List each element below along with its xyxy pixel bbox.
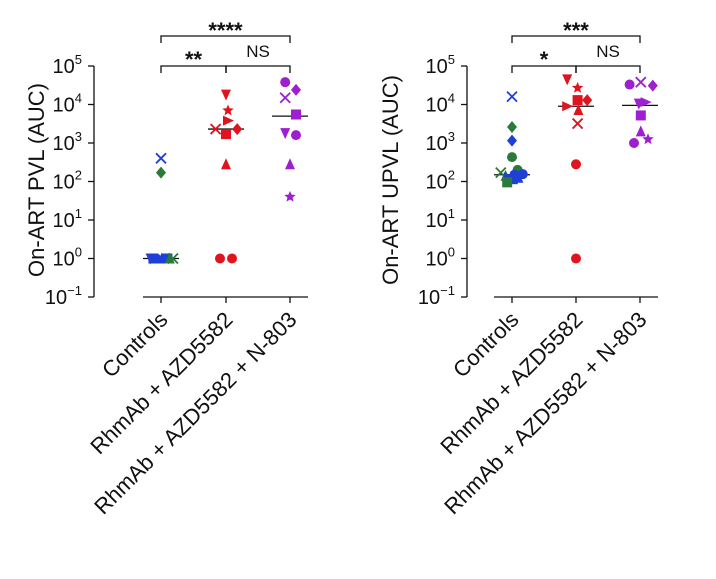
significance-bracket — [575, 65, 641, 73]
data-point — [291, 130, 301, 141]
significance-bracket — [160, 35, 291, 43]
y-tick-label: 103 — [426, 129, 455, 155]
data-point — [635, 125, 646, 137]
data-point — [507, 174, 518, 185]
data-point — [215, 253, 225, 264]
y-tick-label: 102 — [426, 168, 455, 194]
data-point — [164, 252, 175, 264]
data-point — [284, 190, 296, 202]
significance-label: *** — [563, 18, 589, 43]
significance-label: **** — [208, 18, 243, 43]
data-point — [280, 128, 291, 140]
y-axis-label: On-ART UPVL (AUC) — [378, 75, 403, 285]
data-point — [582, 94, 593, 107]
data-point — [635, 110, 646, 121]
data-point — [280, 77, 291, 88]
data-point — [156, 166, 166, 179]
data-point — [279, 92, 291, 104]
y-tick-label: 101 — [53, 206, 82, 232]
data-point — [562, 101, 574, 112]
data-point — [624, 79, 635, 90]
significance-label: NS — [246, 42, 270, 61]
data-point — [571, 81, 584, 93]
significance-label: * — [540, 47, 549, 72]
data-point — [221, 129, 231, 140]
data-point — [291, 83, 301, 96]
data-point — [167, 252, 179, 265]
y-tick-label: 103 — [53, 129, 82, 155]
y-tick-label: 100 — [53, 245, 82, 271]
data-point — [223, 115, 234, 126]
data-point — [209, 123, 222, 135]
y-axis-label: On-ART PVL (AUC) — [24, 83, 49, 277]
data-point — [285, 158, 295, 170]
data-point — [155, 152, 167, 164]
data-point — [571, 117, 584, 130]
data-point — [640, 97, 652, 108]
significance-bracket — [511, 35, 641, 43]
y-tick-label: 10−1 — [45, 283, 82, 309]
data-point — [642, 133, 654, 145]
data-point — [221, 89, 231, 101]
y-tick-label: 102 — [53, 168, 82, 194]
data-point — [562, 74, 573, 86]
y-tick-label: 101 — [426, 206, 455, 232]
data-point — [291, 109, 301, 120]
y-tick-label: 100 — [426, 245, 455, 271]
y-tick-label: 105 — [426, 52, 455, 78]
significance-label: ** — [185, 47, 203, 72]
y-tick-label: 10−1 — [418, 283, 455, 309]
y-tick-label: 104 — [426, 91, 455, 117]
data-point — [227, 253, 237, 264]
data-point — [572, 95, 583, 106]
data-point — [221, 158, 231, 170]
data-point — [507, 121, 517, 134]
y-tick-label: 105 — [53, 52, 82, 78]
data-point — [571, 253, 581, 264]
data-point — [222, 104, 234, 116]
data-point — [571, 159, 581, 170]
data-point — [647, 79, 658, 92]
data-point — [506, 91, 518, 103]
data-point — [507, 152, 517, 163]
y-tick-label: 104 — [53, 91, 82, 117]
significance-bracket — [225, 65, 291, 73]
data-point — [502, 177, 513, 188]
data-point — [629, 138, 639, 148]
data-point — [507, 134, 517, 147]
data-point — [635, 76, 647, 88]
data-point — [573, 103, 584, 115]
significance-label: NS — [596, 42, 620, 61]
data-point — [232, 123, 243, 136]
